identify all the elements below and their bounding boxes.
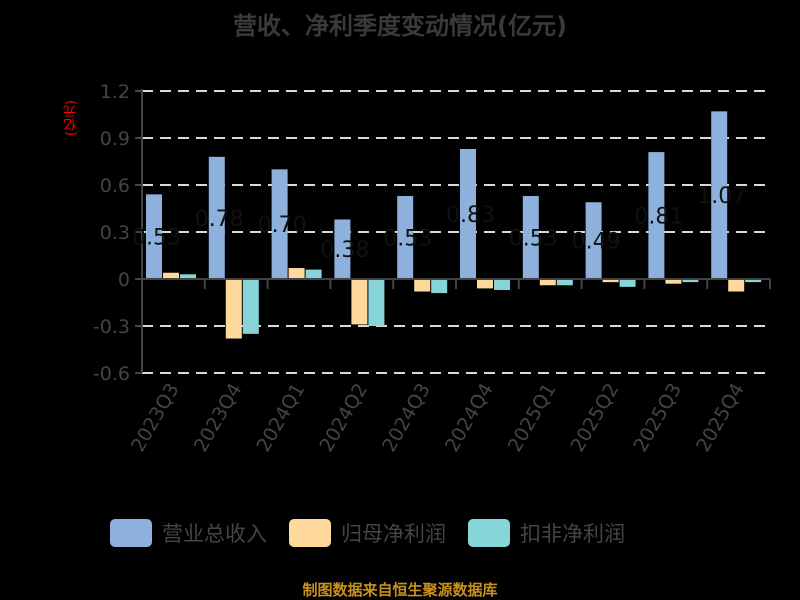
legend-label-deducted-net-profit: 扣非净利润	[520, 522, 625, 546]
bar-deducted-net-profit	[242, 279, 259, 334]
legend-label-parent-net-profit: 归母净利润	[341, 522, 446, 546]
x-tick-label: 2025Q4	[692, 380, 749, 456]
bar-revenue	[271, 169, 288, 279]
bar-parent-net-profit	[225, 279, 242, 339]
bar-parent-net-profit	[288, 268, 305, 279]
x-tick-label: 2024Q4	[441, 380, 498, 456]
bar-deducted-net-profit	[745, 279, 762, 283]
bar-parent-net-profit	[665, 279, 682, 284]
bar-revenue	[397, 195, 414, 279]
bar-revenue	[648, 152, 665, 279]
bar-revenue	[334, 219, 351, 279]
bar-data-label: 0.78	[195, 207, 244, 232]
bar-revenue	[146, 194, 162, 279]
bar-parent-net-profit	[539, 279, 556, 286]
bar-deducted-net-profit	[431, 279, 448, 294]
y-tick-label: 0.6	[100, 175, 130, 197]
bar-parent-net-profit	[477, 279, 493, 289]
bar-data-label: 0.53	[132, 226, 181, 251]
bar-data-label: 0.81	[634, 205, 683, 230]
bar-deducted-net-profit	[619, 279, 636, 287]
x-tick-label: 2025Q2	[567, 380, 624, 456]
bar-data-label: 0.53	[509, 226, 558, 251]
bar-data-label: 0.83	[446, 203, 495, 228]
bar-deducted-net-profit	[556, 279, 573, 286]
bar-revenue	[711, 111, 728, 279]
x-tick-label: 2024Q1	[253, 380, 310, 456]
x-tick-label: 2024Q2	[315, 380, 372, 456]
bar-parent-net-profit	[163, 272, 179, 279]
chart-legend: 营业总收入 归母净利润 扣非净利润	[110, 518, 647, 548]
bar-data-label: 1.07	[697, 184, 746, 209]
bar-parent-net-profit	[351, 279, 368, 325]
bar-revenue	[460, 148, 476, 279]
bar-data-label: 0.70	[258, 213, 307, 238]
bar-revenue	[522, 195, 539, 279]
y-tick-label: 0.9	[100, 128, 130, 150]
bar-deducted-net-profit	[494, 279, 510, 290]
legend-item-deducted-net-profit[interactable]: 扣非净利润	[468, 518, 625, 548]
y-tick-label: 0	[118, 269, 130, 291]
y-tick-label: 0.3	[100, 222, 130, 244]
bar-data-label: 0.49	[572, 230, 621, 255]
bar-parent-net-profit	[602, 279, 619, 283]
legend-swatch-revenue	[110, 519, 152, 547]
x-tick-label: 2024Q3	[378, 380, 435, 456]
bar-deducted-net-profit	[682, 279, 699, 283]
bar-revenue	[208, 156, 225, 279]
bar-data-label: 0.38	[320, 238, 369, 263]
bar-revenue	[585, 202, 602, 279]
x-tick-label: 2025Q1	[504, 380, 561, 456]
bar-deducted-net-profit	[180, 274, 196, 279]
legend-item-parent-net-profit[interactable]: 归母净利润	[289, 518, 446, 548]
y-tick-label: -0.3	[93, 316, 130, 338]
bar-parent-net-profit	[414, 279, 431, 292]
legend-item-revenue[interactable]: 营业总收入	[110, 518, 267, 548]
bar-data-label: 0.53	[383, 226, 432, 251]
bar-deducted-net-profit	[368, 279, 385, 326]
legend-swatch-deducted-net-profit	[468, 519, 510, 547]
x-tick-label: 2023Q3	[127, 380, 184, 456]
data-source-footer: 制图数据来自恒生聚源数据库	[302, 581, 498, 599]
y-tick-label: -0.6	[93, 363, 130, 385]
legend-swatch-parent-net-profit	[289, 519, 331, 547]
legend-label-revenue: 营业总收入	[162, 522, 267, 546]
bar-parent-net-profit	[728, 279, 745, 292]
x-tick-label: 2023Q4	[190, 380, 247, 456]
bar-deducted-net-profit	[305, 269, 322, 279]
y-tick-label: 1.2	[100, 81, 130, 103]
chart-title: 营收、净利季度变动情况(亿元)	[233, 12, 567, 40]
x-tick-label: 2025Q3	[629, 380, 686, 456]
